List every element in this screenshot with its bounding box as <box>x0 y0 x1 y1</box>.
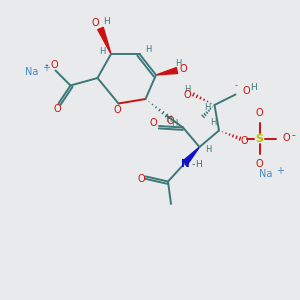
Text: O: O <box>282 133 290 143</box>
Text: +: + <box>276 166 283 176</box>
Text: H: H <box>204 103 210 112</box>
Text: S: S <box>256 134 263 144</box>
Text: Na: Na <box>259 169 272 179</box>
Text: H: H <box>205 146 211 154</box>
Text: O: O <box>183 90 191 100</box>
Text: H: H <box>196 160 202 169</box>
Text: H: H <box>175 58 182 68</box>
Text: +: + <box>42 63 50 74</box>
Text: H: H <box>210 118 217 127</box>
Polygon shape <box>98 27 111 54</box>
Polygon shape <box>182 147 200 166</box>
Text: -: - <box>45 60 48 70</box>
Text: O: O <box>256 159 263 170</box>
Text: O: O <box>180 64 188 74</box>
Text: O: O <box>137 174 145 184</box>
Text: H: H <box>99 46 105 56</box>
Text: H: H <box>171 119 178 128</box>
Text: H: H <box>165 115 171 124</box>
Polygon shape <box>156 68 178 75</box>
Text: O: O <box>167 116 174 126</box>
Text: O: O <box>50 60 58 70</box>
Text: -: - <box>235 82 238 91</box>
Text: Na: Na <box>25 67 38 77</box>
Text: O: O <box>91 17 99 28</box>
Text: O: O <box>113 105 121 115</box>
Text: O: O <box>256 108 263 118</box>
Text: H: H <box>184 85 190 94</box>
Text: H: H <box>103 17 110 26</box>
Text: H: H <box>250 83 257 92</box>
Text: O: O <box>53 104 61 114</box>
Text: -: - <box>291 130 295 140</box>
Text: O: O <box>242 86 250 96</box>
Text: H: H <box>145 45 152 54</box>
Text: O: O <box>150 118 158 128</box>
Text: -: - <box>192 159 195 169</box>
Text: O: O <box>240 136 248 146</box>
Text: N: N <box>181 159 190 169</box>
